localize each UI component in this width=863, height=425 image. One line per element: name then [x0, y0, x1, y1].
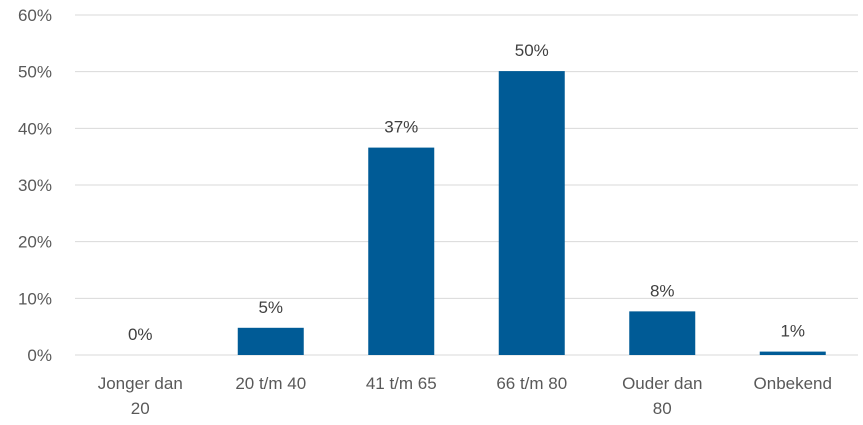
data-label: 0%: [128, 325, 153, 344]
x-tick-label: 20: [131, 399, 150, 418]
x-tick-label: Ouder dan: [622, 374, 702, 393]
data-label: 5%: [258, 298, 283, 317]
x-tick-label: 66 t/m 80: [496, 374, 567, 393]
bar: [498, 71, 565, 355]
data-label: 8%: [650, 281, 675, 300]
bar: [629, 311, 696, 355]
data-label: 37%: [384, 118, 418, 137]
y-tick-label: 10%: [18, 289, 52, 308]
data-labels: 0% 5% 37% 50% 8% 1%: [128, 41, 805, 344]
x-tick-label: 20 t/m 40: [235, 374, 306, 393]
bar: [237, 327, 304, 355]
x-tick-label: 80: [653, 399, 672, 418]
y-tick-label: 60%: [18, 6, 52, 25]
x-tick-label: Jonger dan: [98, 374, 183, 393]
x-tick-label: 41 t/m 65: [366, 374, 437, 393]
bar: [759, 351, 826, 355]
x-axis-tick-labels: Jonger dan 20 20 t/m 40 41 t/m 65 66 t/m 80 O…: [98, 374, 832, 418]
y-tick-label: 0%: [27, 346, 52, 365]
y-tick-label: 20%: [18, 233, 52, 252]
y-tick-label: 50%: [18, 63, 52, 82]
y-axis-tick-labels: 0% 10% 20% 30% 40% 50% 60%: [18, 6, 52, 365]
y-tick-label: 40%: [18, 119, 52, 138]
data-label: 50%: [515, 41, 549, 60]
bars: [237, 71, 826, 355]
bar: [368, 147, 435, 355]
y-tick-label: 30%: [18, 176, 52, 195]
data-label: 1%: [780, 322, 805, 341]
x-tick-label: Onbekend: [754, 374, 832, 393]
gridlines: [75, 14, 858, 356]
